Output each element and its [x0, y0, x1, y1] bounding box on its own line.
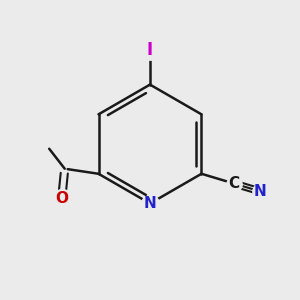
Text: C: C [229, 176, 240, 191]
Text: I: I [147, 41, 153, 59]
Text: N: N [254, 184, 266, 199]
Text: N: N [144, 196, 156, 211]
Text: O: O [55, 191, 68, 206]
